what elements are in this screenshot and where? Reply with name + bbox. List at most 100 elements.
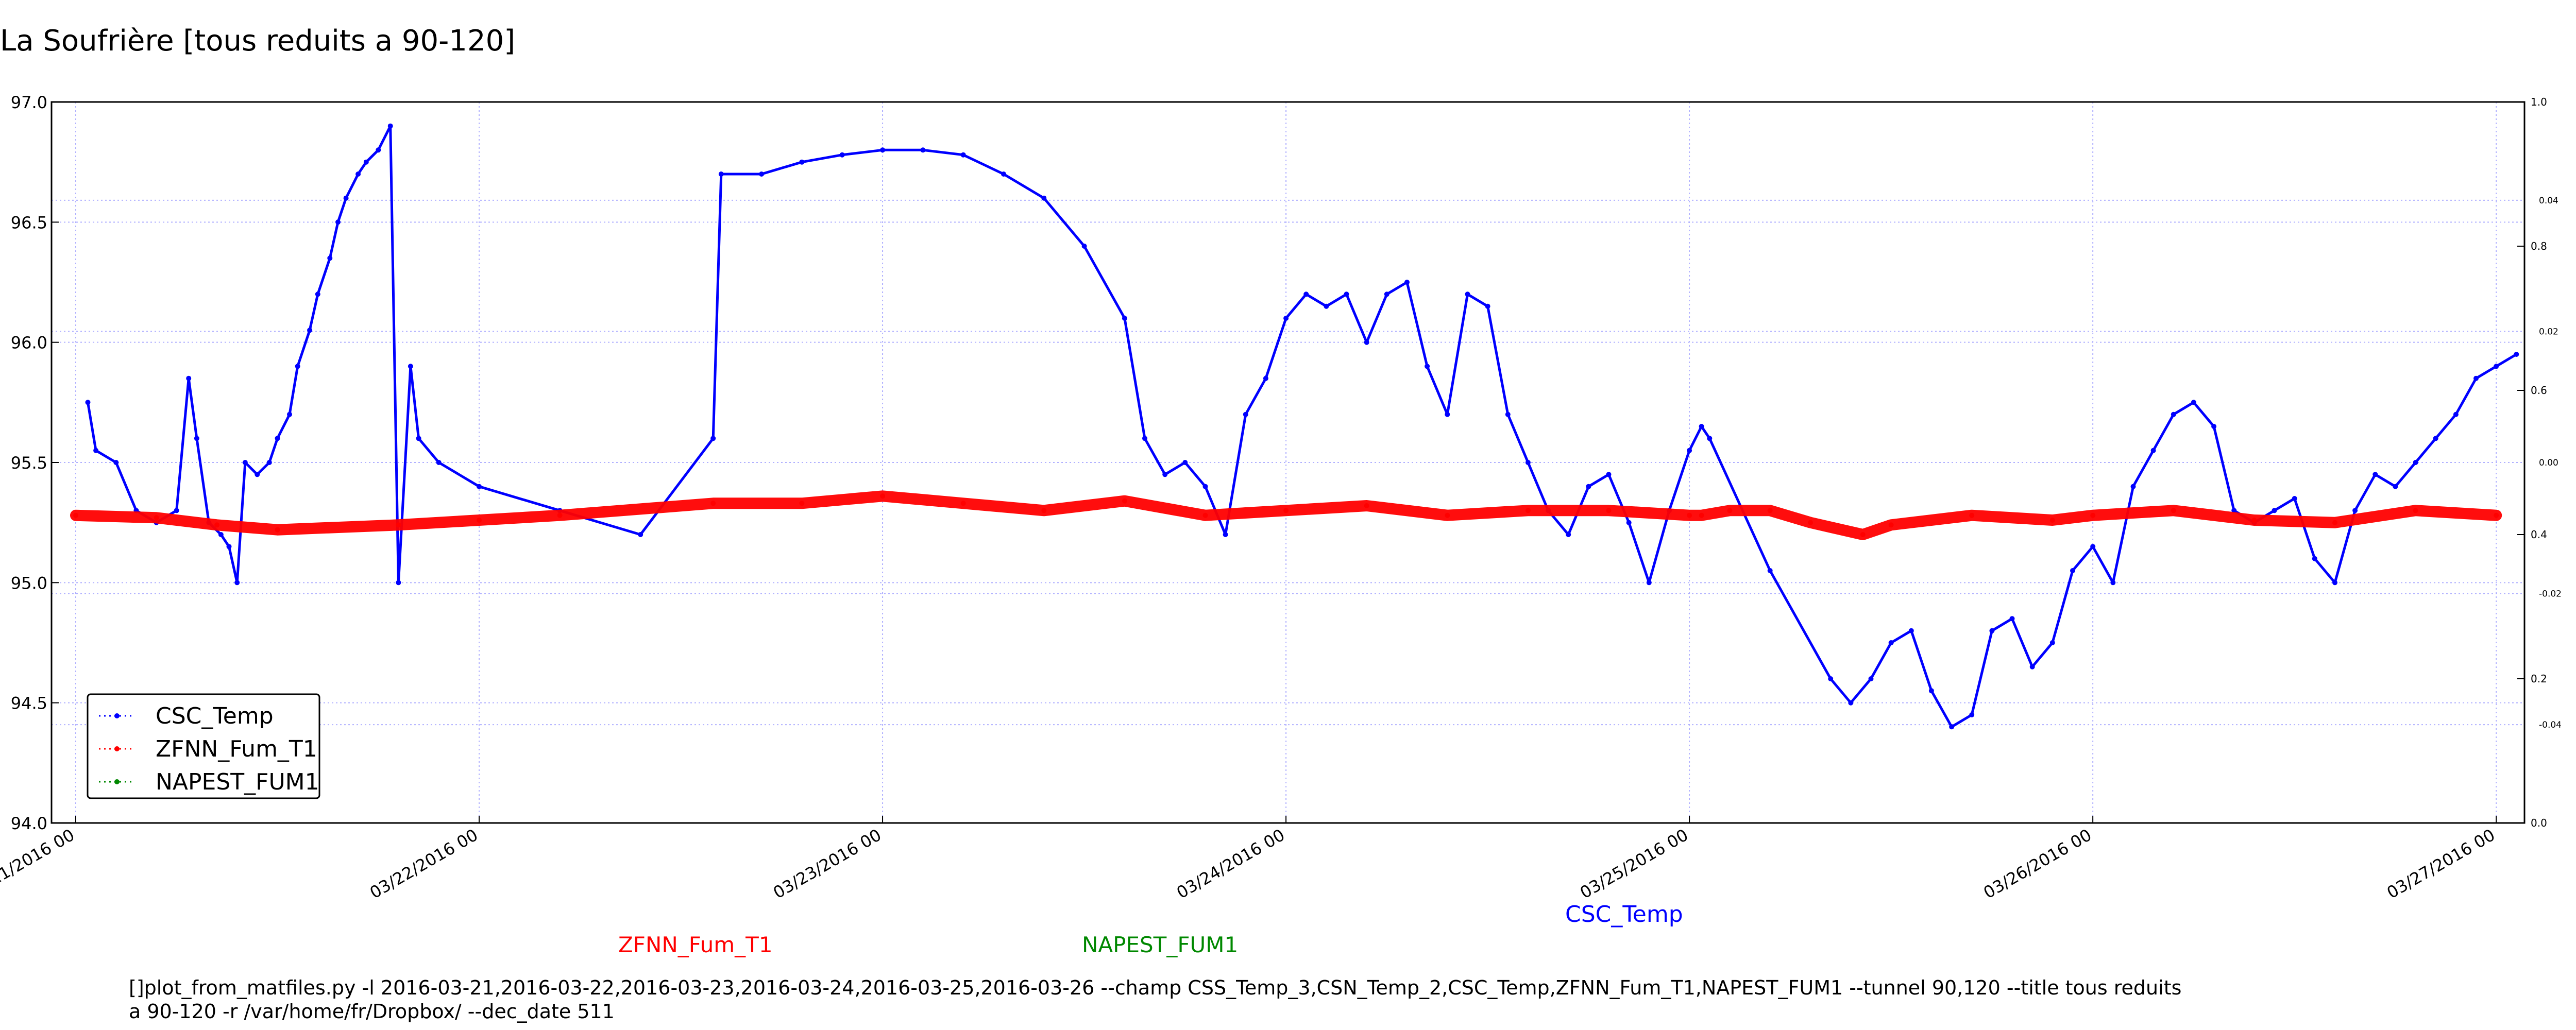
point-CSC_Temp <box>799 159 805 165</box>
x-axis: 03/21/2016 00 03/22/2016 00 03/23/2016 00 0… <box>0 816 2498 903</box>
point-CSC_Temp <box>2433 436 2438 441</box>
point-CSC_Temp <box>1626 520 1632 525</box>
right-tick-label: 0.8 <box>2531 240 2547 252</box>
point-CSC_Temp <box>1525 460 1531 465</box>
point-CSC_Temp <box>2312 556 2317 561</box>
point-CSC_Temp <box>1949 724 1955 730</box>
point-ZFNN_Fum_T1 <box>557 512 563 518</box>
point-CSC_Temp <box>2150 448 2156 453</box>
point-CSC_Temp <box>1081 244 1087 249</box>
point-ZFNN_Fum_T1 <box>154 515 159 521</box>
point-CSC_Temp <box>315 291 320 297</box>
point-CSC_Temp <box>186 375 192 381</box>
point-CSC_Temp <box>1404 280 1410 285</box>
caption-zfnn: ZFNN_Fum_T1 <box>618 932 773 957</box>
point-CSC_Temp <box>1868 676 1874 681</box>
gridlines <box>52 102 2524 823</box>
point-CSC_Temp <box>234 580 240 586</box>
point-CSC_Temp <box>2029 664 2035 670</box>
point-CSC_Temp <box>275 436 280 441</box>
point-CSC_Temp <box>759 171 765 177</box>
point-CSC_Temp <box>2090 544 2096 550</box>
point-CSC_Temp <box>376 147 381 153</box>
x-tick-label: 03/23/2016 00 <box>770 825 885 903</box>
y-tick-label: 97.0 <box>11 93 47 112</box>
x-tick-label: 03/25/2016 00 <box>1577 825 1691 903</box>
right-minor-tick-label: 0.04 <box>2539 196 2558 206</box>
point-CSC_Temp <box>1142 436 1147 441</box>
point-CSC_Temp <box>1425 364 1430 369</box>
point-CSC_Temp <box>2191 400 2196 405</box>
point-ZFNN_Fum_T1 <box>1860 532 1866 537</box>
point-CSC_Temp <box>880 147 886 153</box>
point-ZFNN_Fum_T1 <box>2090 512 2096 518</box>
point-CSC_Temp <box>2009 616 2015 622</box>
point-ZFNN_Fum_T1 <box>73 512 78 518</box>
point-CSC_Temp <box>387 123 393 129</box>
point-ZFNN_Fum_T1 <box>2251 518 2257 523</box>
point-CSC_Temp <box>2494 364 2499 369</box>
point-CSC_Temp <box>1606 472 1612 477</box>
point-CSC_Temp <box>1182 460 1188 465</box>
point-CSC_Temp <box>1646 580 1652 586</box>
point-ZFNN_Fum_T1 <box>2049 518 2055 523</box>
point-CSC_Temp <box>2292 496 2297 501</box>
point-CSC_Temp <box>408 364 413 369</box>
point-ZFNN_Fum_T1 <box>1525 508 1531 513</box>
point-ZFNN_Fum_T1 <box>1445 512 1450 518</box>
command-line-text: []plot_from_matfiles.py -l 2016-03-21,20… <box>129 976 2182 1023</box>
point-CSC_Temp <box>2110 580 2116 586</box>
point-CSC_Temp <box>436 460 442 465</box>
series-line-CSC_Temp <box>87 125 2518 728</box>
point-CSC_Temp <box>1223 532 1228 537</box>
right-tick-label: 0.4 <box>2531 528 2547 541</box>
point-CSC_Temp <box>1384 291 1389 297</box>
right-minor-tick-label: -0.04 <box>2539 720 2562 730</box>
point-CSC_Temp <box>638 532 643 537</box>
point-CSC_Temp <box>2211 424 2217 429</box>
point-CSC_Temp <box>1908 628 1914 633</box>
point-CSC_Temp <box>2171 411 2176 417</box>
point-ZFNN_Fum_T1 <box>396 522 401 528</box>
right-minor-tick-label: -0.02 <box>2539 589 2562 599</box>
point-ZFNN_Fum_T1 <box>1364 503 1369 508</box>
y-tick-label: 94.0 <box>11 814 47 833</box>
point-CSC_Temp <box>255 472 260 477</box>
point-CSC_Temp <box>1828 676 1834 681</box>
point-CSC_Temp <box>85 400 91 405</box>
point-CSC_Temp <box>396 580 401 586</box>
series-line-ZFNN_Fum_T1 <box>70 490 2502 540</box>
point-CSC_Temp <box>2070 568 2075 573</box>
legend-label: ZFNN_Fum_T1 <box>156 736 317 762</box>
point-CSC_Temp <box>2393 484 2398 489</box>
point-CSC_Temp <box>2352 508 2358 513</box>
point-CSC_Temp <box>295 364 300 369</box>
point-CSC_Temp <box>287 411 292 417</box>
point-CSC_Temp <box>477 484 482 489</box>
point-CSC_Temp <box>718 171 724 177</box>
point-CSC_Temp <box>1283 316 1289 321</box>
caption-csc: CSC_Temp <box>1565 901 1683 928</box>
point-CSC_Temp <box>1888 640 1894 645</box>
point-CSC_Temp <box>174 508 179 513</box>
point-ZFNN_Fum_T1 <box>710 501 716 506</box>
point-ZFNN_Fum_T1 <box>1122 498 1127 504</box>
y-tick-label: 96.5 <box>11 213 47 232</box>
x-tick-label: 03/27/2016 00 <box>2383 825 2498 903</box>
right-minor-tick-label: 0.00 <box>2539 458 2558 468</box>
point-CSC_Temp <box>327 255 333 261</box>
point-CSC_Temp <box>1485 303 1490 309</box>
point-ZFNN_Fum_T1 <box>1969 512 1975 518</box>
right-tick-label: 0.6 <box>2531 384 2547 397</box>
point-ZFNN_Fum_T1 <box>960 501 966 506</box>
point-CSC_Temp <box>1707 436 1713 441</box>
point-CSC_Temp <box>2413 460 2418 465</box>
x-tick-label: 03/24/2016 00 <box>1173 825 1288 903</box>
point-CSC_Temp <box>1243 411 1248 417</box>
point-ZFNN_Fum_T1 <box>2494 512 2499 518</box>
point-CSC_Temp <box>2049 640 2055 645</box>
point-CSC_Temp <box>2130 484 2136 489</box>
point-CSC_Temp <box>343 195 349 201</box>
point-CSC_Temp <box>1848 700 1854 706</box>
